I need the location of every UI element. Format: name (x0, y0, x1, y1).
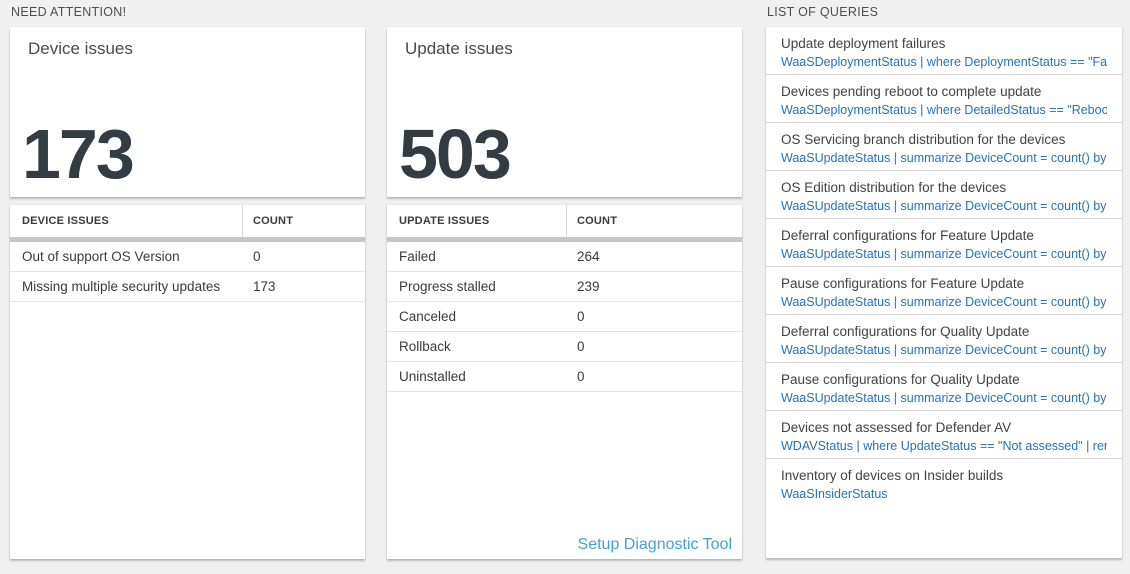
section-header-list-of-queries: LIST OF QUERIES (767, 5, 879, 19)
column-header-update-issues: UPDATE ISSUES (387, 205, 567, 237)
query-text: WaaSUpdateStatus | summarize DeviceCount… (781, 295, 1107, 309)
row-label: Progress stalled (399, 279, 496, 294)
query-title: Inventory of devices on Insider builds (781, 468, 1004, 483)
query-text: WaaSUpdateStatus | summarize DeviceCount… (781, 247, 1107, 261)
device-issues-table-tile: DEVICE ISSUES COUNT Out of support OS Ve… (10, 205, 365, 559)
table-header-divider (10, 237, 365, 242)
device-issues-tile[interactable]: Device issues 173 (10, 27, 365, 197)
row-label: Uninstalled (399, 369, 466, 384)
row-count: 264 (577, 249, 600, 264)
query-title: OS Servicing branch distribution for the… (781, 132, 1066, 147)
table-row[interactable]: Canceled 0 (387, 302, 742, 332)
table-row[interactable]: Out of support OS Version 0 (10, 242, 365, 272)
query-item[interactable]: Pause configurations for Feature Update … (766, 267, 1122, 315)
query-title: Deferral configurations for Quality Upda… (781, 324, 1030, 339)
query-title: Pause configurations for Feature Update (781, 276, 1025, 291)
section-header-need-attention: NEED ATTENTION! (11, 5, 127, 19)
query-text: WaaSDeploymentStatus | where DeploymentS… (781, 55, 1107, 69)
query-item[interactable]: Pause configurations for Quality Update … (766, 363, 1122, 411)
update-issues-table-tile: UPDATE ISSUES COUNT Failed 264 Progress … (387, 205, 742, 559)
query-text: WDAVStatus | where UpdateStatus == "Not … (781, 439, 1107, 453)
row-label: Canceled (399, 309, 457, 324)
row-label: Out of support OS Version (22, 249, 180, 264)
update-issues-table-header: UPDATE ISSUES COUNT (387, 205, 742, 237)
update-issues-tile[interactable]: Update issues 503 (387, 27, 742, 197)
device-issues-big-number: 173 (22, 115, 135, 193)
query-item[interactable]: Devices pending reboot to complete updat… (766, 75, 1122, 123)
table-row[interactable]: Rollback 0 (387, 332, 742, 362)
table-row[interactable]: Progress stalled 239 (387, 272, 742, 302)
column-header-device-issues: DEVICE ISSUES (10, 205, 243, 237)
row-count: 0 (577, 309, 585, 324)
query-title: OS Edition distribution for the devices (781, 180, 1007, 195)
table-row[interactable]: Failed 264 (387, 242, 742, 272)
row-count: 0 (577, 369, 585, 384)
query-text: WaaSUpdateStatus | summarize DeviceCount… (781, 343, 1107, 357)
query-item[interactable]: Devices not assessed for Defender AV WDA… (766, 411, 1122, 459)
table-row[interactable]: Missing multiple security updates 173 (10, 272, 365, 302)
device-issues-title: Device issues (28, 39, 133, 58)
row-label: Failed (399, 249, 436, 264)
update-issues-big-number: 503 (399, 115, 512, 193)
row-count: 239 (577, 279, 600, 294)
row-count: 0 (577, 339, 585, 354)
list-of-queries-tile: Update deployment failures WaaSDeploymen… (766, 27, 1122, 558)
query-title: Devices not assessed for Defender AV (781, 420, 1012, 435)
query-text: WaaSDeploymentStatus | where DetailedSta… (781, 103, 1107, 117)
row-label: Rollback (399, 339, 451, 354)
query-title: Devices pending reboot to complete updat… (781, 84, 1042, 99)
setup-diagnostic-tool-link[interactable]: Setup Diagnostic Tool (577, 536, 732, 553)
row-count: 173 (253, 279, 276, 294)
row-label: Missing multiple security updates (22, 279, 221, 294)
query-title: Deferral configurations for Feature Upda… (781, 228, 1034, 243)
column-header-count: COUNT (253, 215, 294, 227)
query-item[interactable]: Deferral configurations for Quality Upda… (766, 315, 1122, 363)
query-text: WaaSUpdateStatus | summarize DeviceCount… (781, 151, 1107, 165)
row-count: 0 (253, 249, 261, 264)
device-issues-table-header: DEVICE ISSUES COUNT (10, 205, 365, 237)
query-text: WaaSUpdateStatus | summarize DeviceCount… (781, 199, 1107, 213)
table-header-divider (387, 237, 742, 242)
query-item[interactable]: Inventory of devices on Insider builds W… (766, 459, 1122, 507)
query-title: Pause configurations for Quality Update (781, 372, 1020, 387)
query-title: Update deployment failures (781, 36, 946, 51)
query-item[interactable]: OS Edition distribution for the devices … (766, 171, 1122, 219)
query-text: WaaSInsiderStatus (781, 487, 888, 501)
column-header-count: COUNT (577, 215, 618, 227)
query-item[interactable]: Update deployment failures WaaSDeploymen… (766, 27, 1122, 75)
query-text: WaaSUpdateStatus | summarize DeviceCount… (781, 391, 1107, 405)
table-row[interactable]: Uninstalled 0 (387, 362, 742, 392)
update-issues-title: Update issues (405, 39, 513, 58)
query-item[interactable]: OS Servicing branch distribution for the… (766, 123, 1122, 171)
query-item[interactable]: Deferral configurations for Feature Upda… (766, 219, 1122, 267)
